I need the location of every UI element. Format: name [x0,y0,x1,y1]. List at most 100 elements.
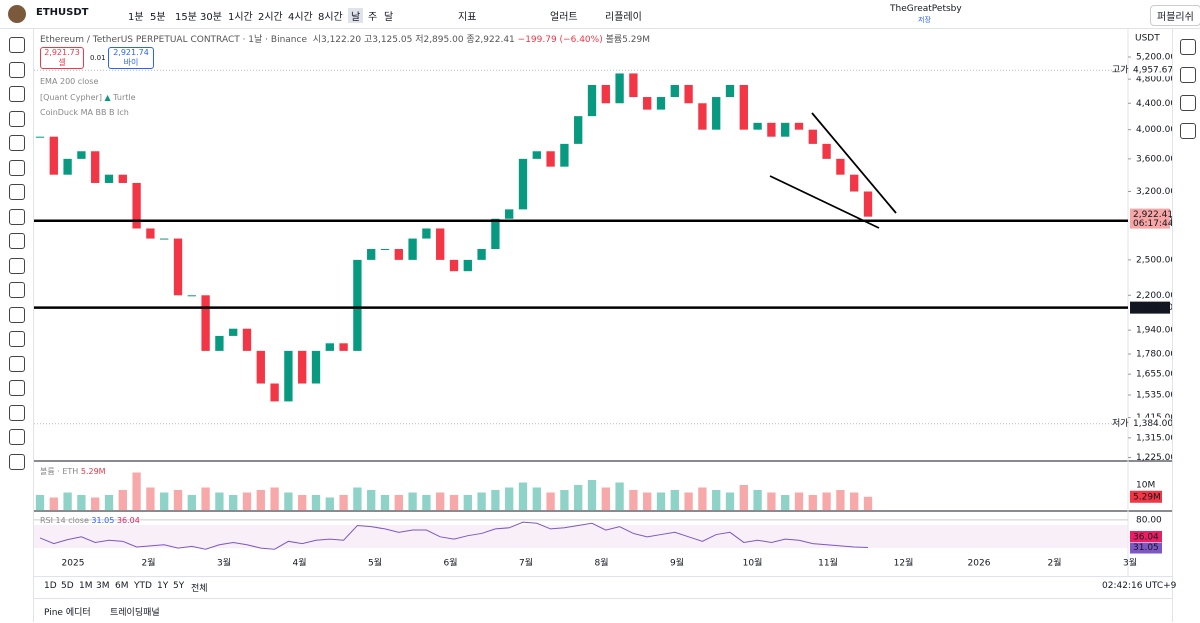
side-icon[interactable] [1180,39,1196,55]
volume-bar [173,490,183,510]
interval-button[interactable]: 8시간 [318,12,343,23]
side-icon[interactable] [1180,123,1196,139]
range-button[interactable]: 5Y [173,581,185,591]
interval-button[interactable]: 15분 [175,12,197,23]
volume-bar [574,485,583,510]
pine-tab[interactable]: Pine 에디터 [44,608,91,618]
panel-tab[interactable]: 트레이딩패널 [110,608,160,618]
tool-icon[interactable] [9,453,25,470]
y-tick-label: 4,400.00 [1136,99,1172,109]
sell-label: 셀 [58,58,66,67]
sell-button[interactable]: 2,921.73 셀 [40,47,84,69]
volume-bar [242,492,252,510]
y-tick-label: 1,315.00 [1136,433,1172,443]
tool-icon[interactable] [9,37,25,53]
range-button[interactable]: 6M [115,581,129,591]
candle [615,73,624,104]
volume-bar [449,495,459,510]
range-button[interactable]: 5D [61,581,74,591]
user-name[interactable]: TheGreatPetsby [890,4,962,14]
tool-icon[interactable] [9,306,25,323]
volume-title: 볼륨 · ETH [40,467,79,476]
volume-bar [394,495,403,510]
side-icon[interactable] [1180,67,1196,83]
tool-icon[interactable] [9,380,25,396]
rsi-label: 36.04 [1133,533,1159,543]
side-icon[interactable] [1180,95,1196,111]
volume-bar [201,487,210,510]
tool-icon[interactable] [9,331,25,347]
range-button[interactable]: 전체 [191,584,208,594]
interval-button[interactable]: 4시간 [288,12,313,23]
study[interactable]: [Quant Cypher] [40,92,102,102]
interval-button[interactable]: 1시간 [228,12,253,23]
range-button[interactable]: YTD [134,581,152,591]
candle [201,295,210,351]
study[interactable]: CoinDuck MA BB B Ich [40,108,129,117]
interval-button[interactable]: 2시간 [258,12,283,23]
interval-button[interactable]: 날 [348,8,364,23]
symbol[interactable]: ETHUSDT [36,7,89,18]
volume-bar [491,490,500,510]
tool-icon[interactable] [9,135,25,151]
interval-button[interactable]: 30분 [200,12,222,23]
range-button[interactable]: 1D [44,581,57,591]
candle [532,151,541,159]
tool-icon[interactable] [9,208,25,225]
volume-bar [753,490,762,510]
candle [77,151,86,159]
replay-button[interactable]: 리플레이 [605,12,642,23]
top-toolbar: ETHUSDT 지표 얼러트 리플레이 TheGreatPetsby 저장 퍼블… [0,0,1200,29]
interval-button[interactable]: 달 [384,12,394,23]
rsi-line [39,521,869,550]
interval-button[interactable]: 5분 [150,12,166,23]
x-tick-label: 9월 [670,557,684,569]
tool-icon[interactable] [9,257,25,274]
price-label: 1,384.00 [1133,419,1172,429]
volume-bar [311,495,321,510]
tool-icon[interactable] [9,429,25,445]
tool-icon[interactable] [9,61,25,78]
x-tick-label: 7월 [519,557,533,569]
volume-bar [850,492,859,510]
y-tick-label: 10M [1136,481,1155,491]
tool-icon[interactable] [9,159,25,176]
tool-icon[interactable] [9,404,25,421]
candle [449,259,459,272]
study[interactable]: EMA 200 close [40,77,99,86]
study[interactable]: Turtle [113,92,136,102]
range-button[interactable]: 3M [96,581,110,591]
rsi-band [34,525,1128,548]
avatar[interactable] [8,5,26,23]
volume-bar [712,490,721,510]
x-tick-label: 3월 [217,557,231,569]
candle [284,350,293,402]
volume-bar [725,492,735,510]
legend-low: 저2,895.00 [415,35,464,45]
tool-icon[interactable] [9,184,25,200]
tool-icon[interactable] [9,233,25,249]
candle [380,249,390,251]
currency: USDT [1135,34,1160,44]
tool-icon[interactable] [9,86,25,102]
alert-button[interactable]: 얼러트 [550,12,578,23]
save-label[interactable]: 저장 [918,16,931,24]
range-button[interactable]: 1M [79,581,93,591]
interval-button[interactable]: 주 [368,12,378,23]
x-tick-label: 10월 [743,557,763,569]
interval-button[interactable]: 1분 [128,12,144,23]
x-tick-label: 2026 [968,559,991,569]
candle [836,158,845,175]
publish-button[interactable]: 퍼블리쉬 [1150,5,1200,26]
indicators-button[interactable]: 지표 [458,12,477,23]
range-button[interactable]: 1Y [157,581,169,591]
price-label-bg [1130,417,1170,430]
tool-icon[interactable] [9,282,25,298]
tool-icon[interactable] [9,355,25,372]
volume-bar [656,492,666,510]
volume-bar [353,487,362,510]
buy-button[interactable]: 2,921.74 바이 [108,47,154,69]
tool-icon[interactable] [9,110,25,127]
rsi-label-bg [1130,531,1162,542]
candle [601,84,610,104]
